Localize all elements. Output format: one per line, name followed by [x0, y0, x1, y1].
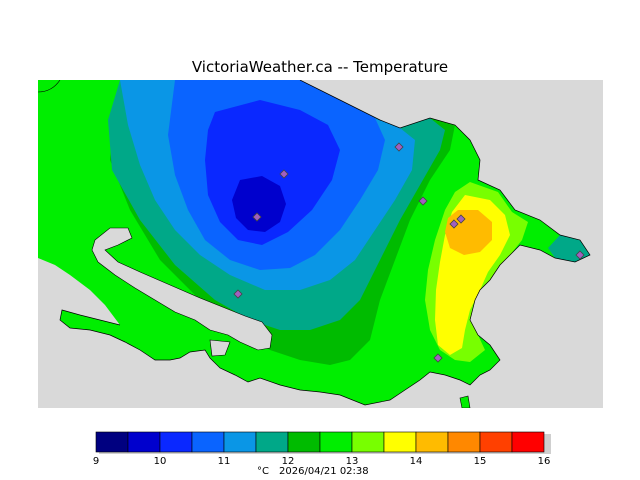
- legend-swatch: [191, 431, 225, 453]
- legend-tick-label: 16: [538, 456, 551, 467]
- legend-tick-label: 9: [93, 456, 99, 467]
- legend-swatch: [159, 431, 193, 453]
- map-title: VictoriaWeather.ca -- Temperature: [191, 58, 449, 76]
- legend-swatch: [351, 431, 385, 453]
- station-marker[interactable]: [433, 353, 443, 363]
- legend-unit: °C: [257, 466, 269, 477]
- coastline: [59, 80, 591, 406]
- legend-swatches: [95, 431, 545, 453]
- legend-swatch: [511, 431, 545, 453]
- station-marker[interactable]: [394, 142, 404, 152]
- legend-tick-label: 14: [410, 456, 423, 467]
- legend-swatch: [415, 431, 449, 453]
- compass-arc: [38, 80, 61, 93]
- harbour-water: [91, 227, 273, 351]
- station-marker[interactable]: [233, 289, 243, 299]
- legend-swatch: [383, 431, 417, 453]
- legend-swatch: [127, 431, 161, 453]
- legend-tick-label: 15: [474, 456, 487, 467]
- south-inlet-water: [209, 339, 231, 357]
- legend-tick-labels: 9 10 11 12 13 14 15 16: [93, 456, 551, 467]
- legend-tick-label: 13: [346, 456, 359, 467]
- legend-swatch: [223, 431, 257, 453]
- legend-swatch: [479, 431, 513, 453]
- legend-tick-label: 11: [218, 456, 231, 467]
- station-marker[interactable]: [449, 219, 459, 229]
- weather-stations: [233, 142, 585, 363]
- land-temperature-field: [38, 80, 590, 405]
- legend-swatch: [95, 431, 129, 453]
- legend-swatch: [319, 431, 353, 453]
- station-marker[interactable]: [575, 250, 585, 260]
- legend-swatch: [287, 431, 321, 453]
- legend-tick-label: 12: [282, 456, 295, 467]
- legend-timestamp: 2026/04/21 02:38: [279, 466, 369, 477]
- legend-swatch: [255, 431, 289, 453]
- station-marker[interactable]: [252, 212, 262, 222]
- station-marker[interactable]: [456, 214, 466, 224]
- station-marker[interactable]: [279, 169, 289, 179]
- legend-tick-label: 10: [154, 456, 167, 467]
- legend-swatch: [447, 431, 481, 453]
- station-marker[interactable]: [418, 196, 428, 206]
